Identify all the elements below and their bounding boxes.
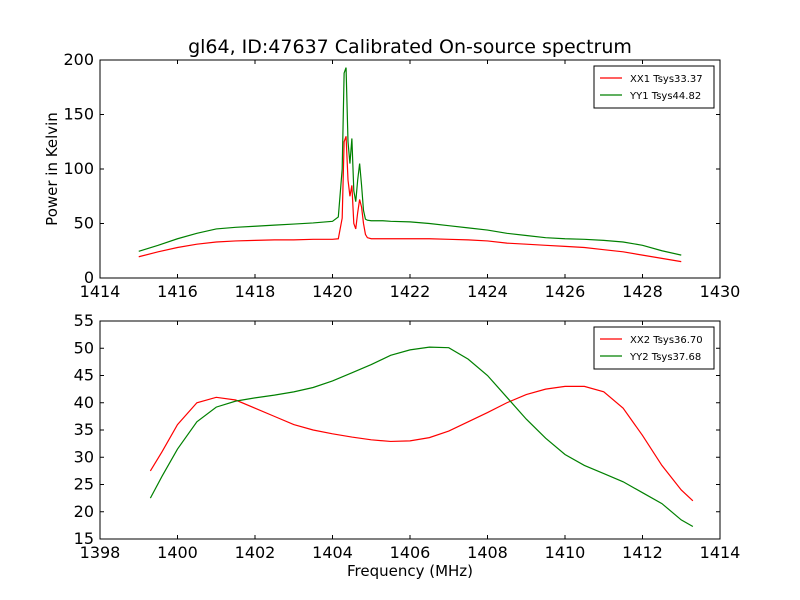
bottom-x-tick-label: 1404 <box>312 543 353 562</box>
top-y-tick-label: 50 <box>74 214 94 233</box>
chart-title: gl64, ID:47637 Calibrated On-source spec… <box>188 36 632 58</box>
top-legend-label-2: YY1 Tsys44.82 <box>629 91 701 102</box>
bottom-x-tick-label: 1410 <box>545 543 586 562</box>
top-series-line-1 <box>138 136 682 263</box>
bottom-y-tick-label: 20 <box>74 502 94 521</box>
bottom-y-tick-label: 30 <box>74 447 94 466</box>
bottom-plot-area <box>149 346 694 527</box>
bottom-y-tick-label: 25 <box>74 475 94 494</box>
top-x-tick-label: 1418 <box>235 282 276 301</box>
bottom-y-tick-label: 50 <box>74 338 94 357</box>
top-spectrum-panel: gl64, ID:47637 Calibrated On-source spec… <box>43 36 740 301</box>
bottom-y-tick-label: 35 <box>74 420 94 439</box>
bottom-y-tick-label: 45 <box>74 366 94 385</box>
bottom-axis-ticks: 1398 1400 1402 1404 1406 1408 1410 1412 1414 15 20… <box>74 311 741 562</box>
top-axis-ticks: 1414 1416 1418 1420 1422 1424 1426 1428 1430 0 50 1… <box>63 50 740 301</box>
bottom-legend-box <box>593 326 715 370</box>
top-x-tick-label: 1416 <box>157 282 198 301</box>
top-x-tick-label: 1424 <box>467 282 508 301</box>
bottom-y-tick-label: 15 <box>74 529 94 548</box>
bottom-x-tick-label: 1402 <box>235 543 276 562</box>
top-plot-area <box>138 67 682 263</box>
top-legend-box <box>593 65 715 109</box>
top-y-tick-label: 200 <box>63 50 94 69</box>
top-legend: XX1 Tsys33.37 YY1 Tsys44.82 <box>593 65 715 109</box>
bottom-x-tick-label: 1414 <box>700 543 741 562</box>
top-y-tick-label: 150 <box>63 105 94 124</box>
top-x-tick-label: 1422 <box>390 282 431 301</box>
top-y-tick-label: 100 <box>63 159 94 178</box>
bottom-x-tick-label: 1412 <box>622 543 663 562</box>
top-y-tick-label: 0 <box>84 268 94 287</box>
top-x-tick-label: 1428 <box>622 282 663 301</box>
top-series-line-2 <box>138 67 682 256</box>
bottom-y-tick-label: 40 <box>74 393 94 412</box>
bottom-legend-label-2: YY2 Tsys37.68 <box>629 352 701 363</box>
bottom-x-tick-label: 1406 <box>390 543 431 562</box>
bottom-y-tick-label: 55 <box>74 311 94 330</box>
y-axis-label: Power in Kelvin <box>43 112 61 226</box>
bottom-x-tick-label: 1400 <box>157 543 198 562</box>
bottom-spectrum-panel: Frequency (MHz) 1398 1400 1402 1404 1406 1408… <box>74 311 741 580</box>
bottom-series-line-2 <box>149 346 694 527</box>
bottom-x-tick-label: 1398 <box>80 543 121 562</box>
top-x-tick-label: 1430 <box>700 282 741 301</box>
bottom-series-line-1 <box>149 385 694 502</box>
top-x-tick-label: 1420 <box>312 282 353 301</box>
top-legend-label-1: XX1 Tsys33.37 <box>630 74 703 85</box>
bottom-x-tick-label: 1408 <box>467 543 508 562</box>
x-axis-label: Frequency (MHz) <box>347 562 473 580</box>
top-x-tick-label: 1414 <box>80 282 121 301</box>
bottom-legend-label-1: XX2 Tsys36.70 <box>630 335 703 346</box>
bottom-legend: XX2 Tsys36.70 YY2 Tsys37.68 <box>593 326 715 370</box>
top-x-tick-label: 1426 <box>545 282 586 301</box>
